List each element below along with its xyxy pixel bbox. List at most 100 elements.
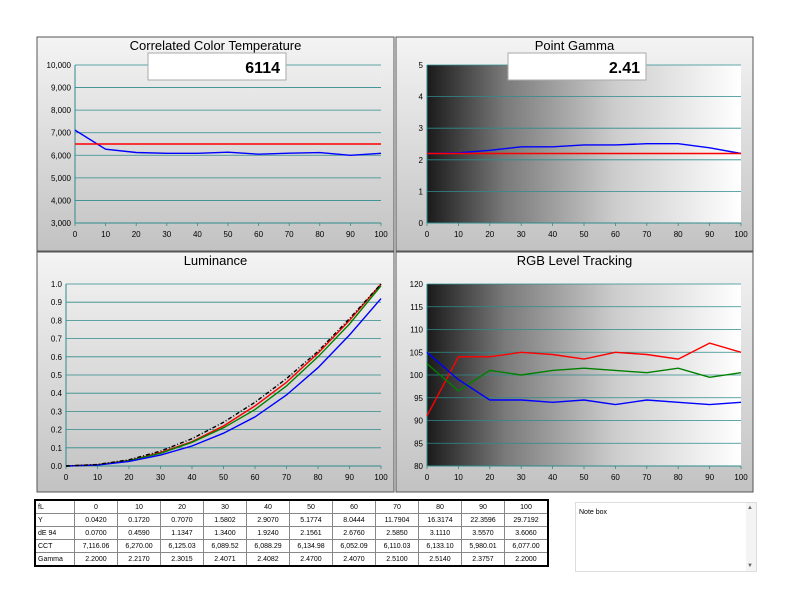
cct-x-tick-label: 40 <box>193 230 202 239</box>
gamma-chart-title: Point Gamma <box>535 38 615 53</box>
table-cell: 2.1561 <box>289 526 333 540</box>
rgb-x-tick-label: 70 <box>642 473 651 482</box>
table-cell: 2.4700 <box>289 552 333 567</box>
table-cell: 2.2000 <box>504 552 549 567</box>
rgb-x-tick-label: 0 <box>425 473 430 482</box>
rgb-y-tick-label: 80 <box>414 462 423 471</box>
gamma-x-tick-label: 10 <box>454 230 463 239</box>
rgb-x-tick-label: 60 <box>611 473 620 482</box>
rgb-x-tick-label: 80 <box>674 473 683 482</box>
cct-x-tick-label: 90 <box>346 230 355 239</box>
table-cell: 1.5802 <box>203 513 247 527</box>
gamma-x-tick-label: 80 <box>674 230 683 239</box>
table-cell: 2.9070 <box>246 513 290 527</box>
luminance-x-tick-label: 10 <box>93 473 102 482</box>
table-cell: 16.3174 <box>418 513 462 527</box>
note-scrollbar[interactable]: ▲ ▼ <box>746 503 756 571</box>
gamma-x-tick-label: 50 <box>580 230 589 239</box>
luminance-x-tick-label: 40 <box>188 473 197 482</box>
luminance-chart-title: Luminance <box>184 253 248 268</box>
table-cell: 2.2000 <box>74 552 118 567</box>
rgb-x-tick-label: 10 <box>454 473 463 482</box>
luminance-chart: 0.0 0.1 0.2 0.3 0.4 0.5 0.6 0.7 0.8 0.9 1.0 0 10 20 30… <box>36 251 395 493</box>
luminance-panel <box>36 251 395 493</box>
rgb-series-line-2 <box>426 363 742 392</box>
table-row: Gamma 2.2000 2.2170 2.3015 2.4071 2.4082 2.470… <box>34 552 549 567</box>
rgb-y-tick-label: 90 <box>414 417 423 426</box>
rgb-y-tick-label: 95 <box>414 394 423 403</box>
luminance-x-tick-label: 90 <box>345 473 354 482</box>
rgb-x-tick-label: 40 <box>548 473 557 482</box>
cct-readout-value: 6114 <box>245 60 280 77</box>
gamma-y-tick-label: 3 <box>419 124 424 133</box>
cct-readout-box <box>147 52 287 81</box>
table-cell: 11.7904 <box>375 513 419 527</box>
charts-area: 3,000 4,000 5,000 6,000 7,000 8,000 9,000 10,00… <box>36 36 754 493</box>
table-cell: 29.7192 <box>504 513 549 527</box>
table-cell: 5,980.01 <box>461 539 505 553</box>
table-header-cell: fL <box>34 499 75 514</box>
cct-x-tick-label: 80 <box>315 230 324 239</box>
table-cell: 6,089.52 <box>203 539 247 553</box>
cct-y-tick-label: 8,000 <box>51 106 72 115</box>
scroll-down-arrow-icon[interactable]: ▼ <box>747 563 753 569</box>
gamma-x-tick-label: 90 <box>705 230 714 239</box>
rgb-x-tick-label: 90 <box>705 473 714 482</box>
table-cell: 2.4071 <box>203 552 247 567</box>
luminance-x-tick-label: 80 <box>314 473 323 482</box>
cct-x-tick-label: 0 <box>73 230 78 239</box>
table-header-cell: 0 <box>74 499 118 514</box>
table-header-cell: 90 <box>461 499 505 514</box>
table-cell: 2.3015 <box>160 552 204 567</box>
table-header-cell: 60 <box>332 499 376 514</box>
cct-x-tick-label: 20 <box>132 230 141 239</box>
cct-y-tick-label: 7,000 <box>51 129 72 138</box>
table-cell: 3.5570 <box>461 526 505 540</box>
table-cell: 8.0444 <box>332 513 376 527</box>
table-cell: 22.3596 <box>461 513 505 527</box>
luminance-x-tick-label: 50 <box>219 473 228 482</box>
table-row: dE 94 0.0700 0.4590 1.1347 1.3400 1.9240 2.156… <box>34 526 549 540</box>
table-cell: 6,125.03 <box>160 539 204 553</box>
table-header-cell: 80 <box>418 499 462 514</box>
table-cell: 3.1110 <box>418 526 462 540</box>
table-cell: 2.5140 <box>418 552 462 567</box>
note-box[interactable]: Note box ▲ ▼ <box>575 502 757 572</box>
gamma-x-tick-label: 0 <box>425 230 430 239</box>
table-cell: 5.1774 <box>289 513 333 527</box>
table-cell: 7,116.06 <box>74 539 118 553</box>
luminance-series-line-4 <box>65 283 382 467</box>
rgb-chart-title: RGB Level Tracking <box>517 253 633 268</box>
table-cell: 3.6060 <box>504 526 549 540</box>
table-cell: 6,110.03 <box>375 539 419 553</box>
gamma-readout-value: 2.41 <box>609 60 640 77</box>
table-cell: 1.9240 <box>246 526 290 540</box>
table-cell: 1.1347 <box>160 526 204 540</box>
table-row-label: CCT <box>34 539 75 553</box>
table-cell: 6,052.09 <box>332 539 376 553</box>
table-cell: 1.3400 <box>203 526 247 540</box>
luminance-y-tick-label: 0.0 <box>51 462 63 471</box>
cct-series-line-1 <box>74 129 382 157</box>
cct-chart-title: Correlated Color Temperature <box>130 38 302 53</box>
rgb-x-tick-label: 100 <box>734 473 748 482</box>
gamma-x-tick-label: 40 <box>548 230 557 239</box>
rgb-y-tick-label: 115 <box>410 303 423 312</box>
table-cell: 0.7070 <box>160 513 204 527</box>
cct-x-tick-label: 70 <box>285 230 294 239</box>
cct-y-tick-label: 6,000 <box>51 151 72 160</box>
cct-chart: 3,000 4,000 5,000 6,000 7,000 8,000 9,000 10,00… <box>36 36 395 252</box>
table-cell: 6,088.29 <box>246 539 290 553</box>
rgb-y-tick-label: 100 <box>410 371 424 380</box>
luminance-y-tick-label: 0.7 <box>51 335 63 344</box>
luminance-y-tick-label: 0.5 <box>51 371 63 380</box>
table-cell: 6,270.00 <box>117 539 161 553</box>
scroll-up-arrow-icon[interactable]: ▲ <box>747 505 753 511</box>
table-header-cell: 70 <box>375 499 419 514</box>
table-cell: 0.0700 <box>74 526 118 540</box>
table-cell: 6,134.98 <box>289 539 333 553</box>
table-header-cell: 50 <box>289 499 333 514</box>
gamma-x-tick-label: 70 <box>642 230 651 239</box>
table-cell: 2.5850 <box>375 526 419 540</box>
